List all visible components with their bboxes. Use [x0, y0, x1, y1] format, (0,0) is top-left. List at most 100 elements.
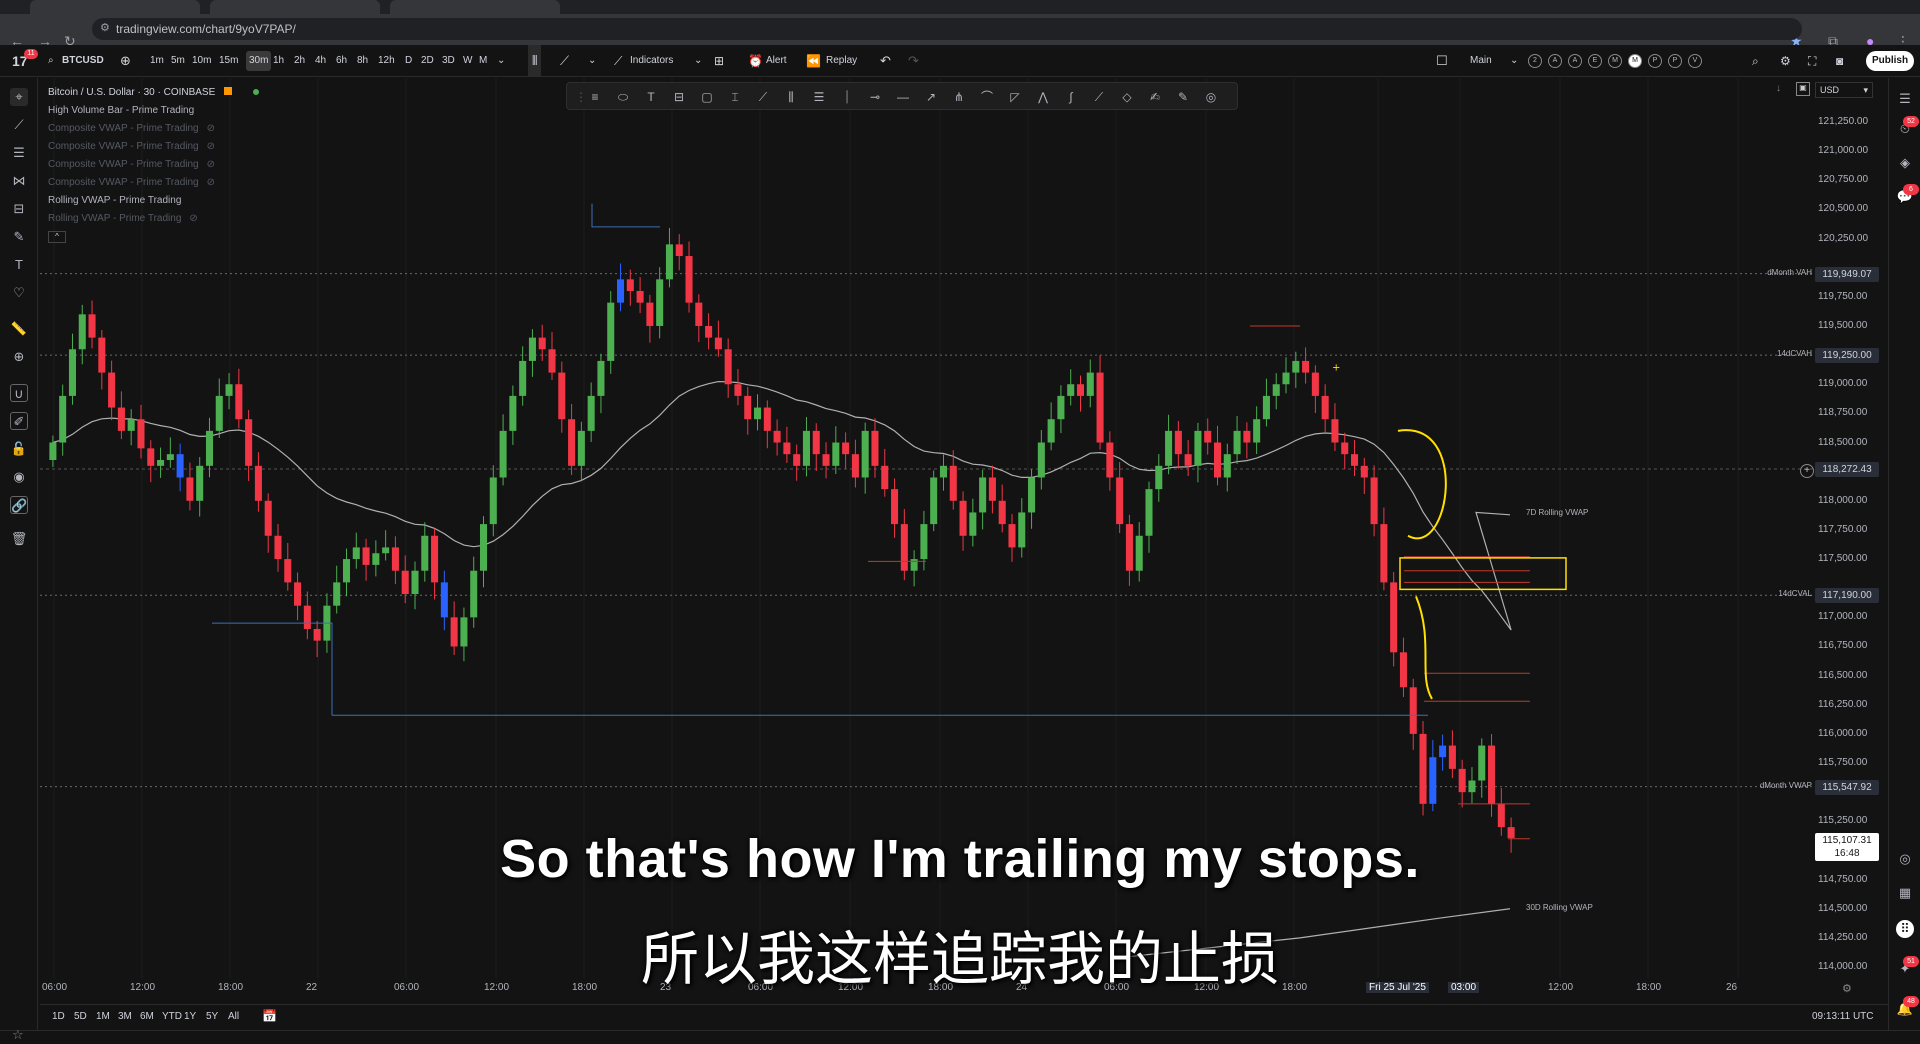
- timeframe-12h[interactable]: 12h: [378, 55, 395, 66]
- browser-tab-active[interactable]: [210, 0, 380, 14]
- highlighter-icon[interactable]: ✎: [1177, 90, 1189, 104]
- path-icon[interactable]: ⟋: [1094, 90, 1104, 104]
- compare-symbol-icon[interactable]: ⊕: [120, 53, 131, 68]
- layout-chevron-icon[interactable]: ⌄: [1510, 55, 1519, 66]
- reload-icon[interactable]: ↻: [64, 33, 76, 49]
- range-1D[interactable]: 1D: [52, 1011, 65, 1022]
- indicators-button[interactable]: Indicators: [630, 55, 674, 66]
- extensions-icon[interactable]: ⧉: [1828, 33, 1838, 49]
- layout-shortcut[interactable]: P: [1648, 54, 1662, 68]
- auto-scale-icon[interactable]: ▣: [1796, 82, 1810, 96]
- text-icon[interactable]: T: [647, 90, 655, 104]
- pattern-icon[interactable]: ⋈: [12, 173, 26, 188]
- zigzag-icon[interactable]: ⋀: [1038, 90, 1048, 104]
- layout-shortcut[interactable]: M: [1608, 54, 1622, 68]
- quick-search-icon[interactable]: ⌕: [1752, 54, 1759, 68]
- alert-clock-icon[interactable]: ⏰: [748, 54, 763, 68]
- horizontal-ray-icon[interactable]: ⊸: [869, 90, 881, 104]
- range-YTD[interactable]: YTD: [162, 1011, 182, 1022]
- undo-icon[interactable]: ↶: [880, 53, 891, 68]
- layout-shortcut[interactable]: E: [1588, 54, 1602, 68]
- drag-handle-icon[interactable]: ⋮: [575, 90, 587, 104]
- indicators-chevron-icon[interactable]: ⌄: [694, 55, 703, 66]
- rectangle-icon[interactable]: ▢: [701, 90, 713, 104]
- timeframe-2h[interactable]: 2h: [294, 55, 306, 66]
- symbol-name[interactable]: BTCUSD: [62, 55, 104, 66]
- ray-icon[interactable]: ↗: [925, 90, 937, 104]
- range-1Y[interactable]: 1Y: [184, 1011, 197, 1022]
- layout-shortcut[interactable]: 2: [1528, 54, 1542, 68]
- timeframe-1h[interactable]: 1h: [273, 55, 285, 66]
- site-info-icon[interactable]: ⚙: [100, 22, 110, 34]
- chart-type-chevron-icon[interactable]: ⌄: [588, 55, 597, 66]
- curve-icon[interactable]: ∫: [1069, 90, 1073, 104]
- timeframe-5m[interactable]: 5m: [171, 55, 185, 66]
- calendar-icon[interactable]: ▦: [1898, 885, 1912, 900]
- timeframe-3D[interactable]: 3D: [442, 55, 455, 66]
- replay-button[interactable]: Replay: [826, 55, 858, 66]
- hidden-eye-icon[interactable]: ⊘: [206, 159, 215, 170]
- parallel-channel-icon[interactable]: ≡: [591, 90, 599, 104]
- sync-link-icon[interactable]: 🔗: [10, 496, 28, 514]
- date-range-icon[interactable]: ⌶: [731, 90, 739, 104]
- layout-square-icon[interactable]: ☐: [1436, 53, 1448, 68]
- shape-icon[interactable]: ◇: [1122, 90, 1132, 104]
- vertical-line-icon[interactable]: ⏐: [843, 90, 851, 104]
- legend-row[interactable]: Composite VWAP - Prime Trading ⊘: [48, 174, 259, 192]
- cursor-icon[interactable]: ⌖: [10, 88, 28, 106]
- range-5D[interactable]: 5D: [74, 1011, 87, 1022]
- stay-drawing-icon[interactable]: ✐: [10, 412, 28, 430]
- legend-row[interactable]: High Volume Bar - Prime Trading: [48, 102, 259, 120]
- brush-icon[interactable]: ✎: [13, 229, 25, 244]
- timeframe-6h[interactable]: 6h: [336, 55, 348, 66]
- snapshot-camera-icon[interactable]: ◙: [1836, 54, 1844, 68]
- apps-grid-icon[interactable]: ⠿: [1896, 920, 1914, 938]
- fib-lines-icon[interactable]: ☰: [813, 90, 825, 104]
- favorites-heart-icon[interactable]: ♡: [13, 285, 25, 300]
- fib-icon[interactable]: ☰: [13, 145, 25, 160]
- goto-date-icon[interactable]: 📅: [262, 1009, 277, 1023]
- fullscreen-icon[interactable]: ⛶: [1808, 54, 1817, 68]
- timeframe-D[interactable]: D: [405, 55, 413, 66]
- scroll-down-icon[interactable]: ↓: [1776, 83, 1781, 94]
- hidden-eye-icon[interactable]: ⊘: [206, 177, 215, 188]
- timeframe-8h[interactable]: 8h: [357, 55, 369, 66]
- timeframe-15m[interactable]: 15m: [219, 55, 239, 66]
- publish-button[interactable]: Publish: [1866, 51, 1914, 71]
- layout-shortcut[interactable]: M: [1628, 54, 1642, 68]
- layout-shortcut[interactable]: V: [1688, 54, 1702, 68]
- layers-icon[interactable]: ◈: [1900, 155, 1910, 170]
- legend-title[interactable]: Bitcoin / U.S. Dollar · 30 · COINBASE: [48, 87, 216, 98]
- range-5Y[interactable]: 5Y: [206, 1011, 219, 1022]
- legend-row[interactable]: Rolling VWAP - Prime Trading ⊘: [48, 210, 259, 228]
- range-6M[interactable]: 6M: [140, 1011, 154, 1022]
- alerts-clock-icon[interactable]: ⏲: [1899, 121, 1911, 136]
- timeframe-30m[interactable]: 30m: [246, 51, 272, 71]
- add-alert-plus-icon[interactable]: +: [1800, 464, 1814, 478]
- hidden-eye-icon[interactable]: ⊘: [206, 141, 215, 152]
- legend-row[interactable]: Composite VWAP - Prime Trading ⊘: [48, 138, 259, 156]
- brush-tool-icon[interactable]: ✍: [1149, 90, 1161, 104]
- legend-row[interactable]: Composite VWAP - Prime Trading ⊘: [48, 120, 259, 138]
- hidden-eye-icon[interactable]: ⊘: [189, 213, 198, 224]
- target-icon[interactable]: ◎: [1899, 851, 1911, 866]
- redo-icon[interactable]: ↷: [908, 53, 919, 68]
- timeframe-4h[interactable]: 4h: [315, 55, 327, 66]
- layout-shortcut[interactable]: A: [1568, 54, 1582, 68]
- utc-clock[interactable]: 09:13:11 UTC: [1812, 1011, 1874, 1022]
- range-icon[interactable]: ⊟: [673, 90, 685, 104]
- arc-icon[interactable]: ⌒: [980, 90, 993, 104]
- timeframe-W[interactable]: W: [463, 55, 473, 66]
- text-tool-icon[interactable]: T: [15, 257, 23, 272]
- candle-type-icon[interactable]: ⫴: [528, 45, 542, 77]
- layout-shortcut[interactable]: A: [1548, 54, 1562, 68]
- currency-select[interactable]: USD ▾: [1815, 82, 1873, 98]
- target-tool-icon[interactable]: ◎: [1205, 90, 1217, 104]
- bars-pattern-icon[interactable]: ⫼: [788, 90, 794, 104]
- replay-icon[interactable]: ⏪: [806, 54, 821, 68]
- trash-icon[interactable]: 🗑: [10, 531, 28, 546]
- range-3M[interactable]: 3M: [118, 1011, 132, 1022]
- hidden-eye-icon[interactable]: ⊘: [206, 123, 215, 134]
- indicators-icon[interactable]: ⟋: [614, 54, 623, 68]
- line-chart-icon[interactable]: ⟋: [560, 53, 570, 68]
